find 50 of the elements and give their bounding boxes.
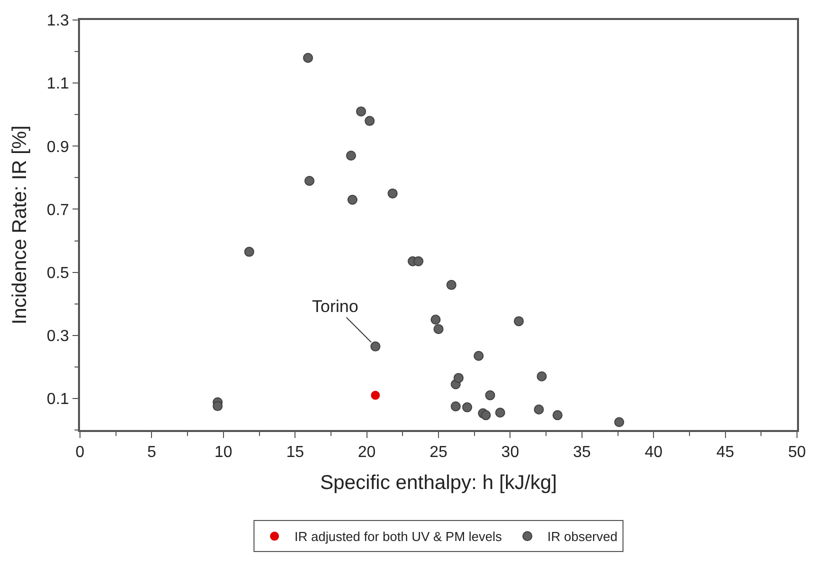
point bbox=[474, 350, 484, 361]
y-tick-label: 0.1 bbox=[46, 391, 70, 408]
point bbox=[485, 390, 496, 400]
point bbox=[370, 341, 380, 352]
x-tick-label: 35 bbox=[573, 444, 591, 461]
point bbox=[347, 194, 358, 205]
x-tick-label: 45 bbox=[716, 444, 734, 461]
x-tick-label: 0 bbox=[76, 444, 85, 461]
point bbox=[454, 372, 464, 383]
point bbox=[304, 176, 314, 186]
legend-label: IR adjusted for both UV & PM levels bbox=[294, 529, 502, 544]
x-tick-label: 20 bbox=[358, 444, 376, 461]
point bbox=[536, 371, 547, 382]
point bbox=[462, 402, 472, 412]
y-tick-label: 1.3 bbox=[46, 12, 70, 30]
y-tick-label: 0.3 bbox=[46, 328, 70, 345]
point bbox=[244, 246, 254, 257]
x-axis-title: Specific enthalpy: h [kJ/kg] bbox=[320, 472, 557, 494]
legend-label: IR observed bbox=[547, 529, 618, 544]
point bbox=[303, 52, 314, 63]
point bbox=[430, 314, 441, 325]
x-tick-label: 25 bbox=[430, 444, 448, 461]
point bbox=[552, 410, 563, 420]
point bbox=[212, 401, 223, 412]
point bbox=[514, 316, 524, 326]
point bbox=[534, 404, 544, 414]
annotation: Torino bbox=[312, 297, 358, 316]
point bbox=[346, 150, 356, 161]
point bbox=[450, 401, 461, 412]
x-tick-label: 50 bbox=[788, 444, 806, 461]
point bbox=[446, 280, 456, 290]
x-tick-label: 10 bbox=[214, 444, 232, 461]
point bbox=[356, 106, 366, 116]
y-tick-label: 0.9 bbox=[46, 138, 70, 156]
x-tick-label: 15 bbox=[286, 444, 304, 461]
x-tick-label: 5 bbox=[147, 444, 156, 461]
point bbox=[495, 408, 506, 418]
point bbox=[370, 390, 380, 400]
point bbox=[434, 324, 444, 334]
point bbox=[614, 417, 624, 428]
y-axis-title: Incidence Rate: IR [%] bbox=[8, 126, 31, 324]
point bbox=[413, 256, 424, 266]
y-tick-label: 1.1 bbox=[46, 76, 70, 93]
point bbox=[364, 116, 375, 126]
x-tick-label: 30 bbox=[501, 444, 520, 461]
x-tick-label: 40 bbox=[644, 444, 663, 461]
y-tick-label: 0.5 bbox=[46, 264, 70, 282]
point bbox=[388, 188, 398, 198]
y-tick-label: 0.7 bbox=[46, 202, 70, 219]
point bbox=[480, 410, 491, 420]
